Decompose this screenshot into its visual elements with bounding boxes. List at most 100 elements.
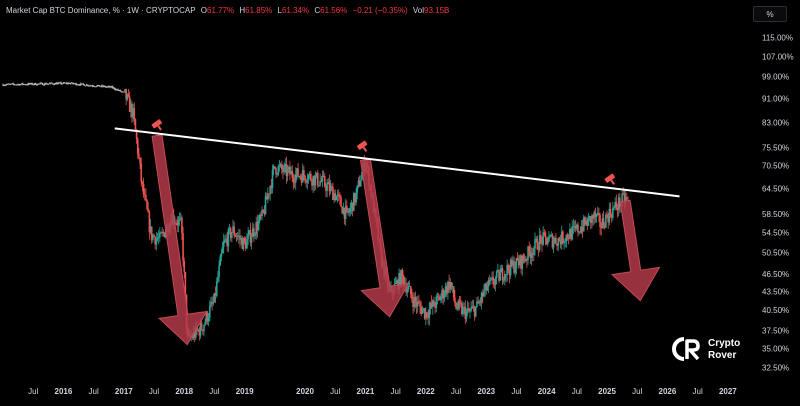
candle-body: [60, 82, 62, 84]
candle-body: [307, 175, 310, 181]
y-tick-label: 107.00%: [762, 52, 794, 61]
candle-body: [341, 206, 343, 214]
candle-body: [485, 283, 488, 291]
candle-body: [17, 84, 19, 85]
candle-body: [256, 221, 259, 230]
candle-body: [21, 83, 24, 85]
candle-body: [3, 85, 5, 87]
candle-body: [470, 308, 472, 311]
candle-body: [483, 290, 485, 297]
candle-body: [298, 176, 301, 177]
candle-body: [409, 286, 412, 295]
candle-body: [296, 168, 298, 174]
candle-body: [465, 310, 468, 319]
candle-body: [224, 239, 226, 242]
candle-body: [592, 215, 594, 219]
y-tick-label: 83.00%: [762, 119, 789, 128]
candle-body: [500, 268, 503, 273]
candle-body: [509, 259, 512, 276]
candle-body: [471, 306, 474, 309]
candle-body: [311, 180, 313, 186]
candle-body: [128, 96, 131, 112]
x-tick-label: Jul: [511, 387, 521, 396]
candle-body: [225, 238, 227, 240]
candle-body: [423, 308, 426, 319]
candle-body: [588, 216, 591, 217]
candle-body: [248, 230, 251, 235]
candle-body: [112, 87, 115, 89]
candle-body: [476, 301, 478, 307]
down-arrow: [151, 134, 208, 346]
candle-body: [277, 166, 280, 175]
candle-body: [601, 218, 604, 228]
candle-body: [551, 234, 554, 248]
scale-unit-button[interactable]: %: [753, 6, 787, 22]
candle-body: [149, 226, 152, 233]
candle-body: [599, 215, 601, 228]
candle-body: [459, 302, 462, 305]
candle-body: [625, 197, 628, 199]
candle-body: [178, 218, 181, 220]
candle-body: [399, 272, 402, 287]
candle-body: [132, 107, 134, 118]
candle-body: [304, 175, 306, 181]
candle-body: [622, 193, 625, 195]
candle-body: [98, 85, 101, 87]
candle-body: [402, 276, 405, 287]
candle-body: [602, 218, 605, 227]
candle-body: [73, 83, 75, 85]
candle-body: [213, 293, 216, 302]
candle-body: [510, 259, 513, 266]
candle-body: [493, 284, 496, 285]
candle-body: [71, 82, 74, 84]
candle-body: [68, 83, 71, 84]
candle-body: [16, 84, 18, 86]
candle-body: [313, 175, 316, 186]
candle-body: [450, 282, 453, 288]
candle-body: [469, 310, 471, 312]
candle-body: [519, 255, 521, 266]
low-value: 61.34%: [281, 6, 310, 15]
candle-body: [422, 308, 425, 310]
candle-body: [81, 83, 83, 85]
candle-body: [536, 238, 539, 250]
candle-body: [96, 85, 98, 87]
candle-body: [284, 164, 287, 166]
y-tick-label: 115.00%: [762, 33, 793, 42]
candle-body: [276, 174, 278, 175]
close-value: 61.56%: [320, 6, 348, 15]
candle-body: [270, 185, 273, 189]
x-tick-label: 2024: [538, 387, 556, 396]
marker-head: [356, 140, 368, 150]
candle-body: [212, 301, 215, 304]
candle-body: [197, 329, 199, 331]
candle-body: [41, 82, 44, 85]
candle-body: [497, 270, 499, 272]
candle-body: [623, 193, 626, 203]
candle-body: [78, 84, 81, 86]
candle-body: [515, 258, 518, 269]
candle-body: [504, 274, 506, 280]
candle-body: [126, 94, 129, 100]
candle-body: [581, 226, 584, 231]
candle-body: [560, 231, 563, 245]
candle-body: [621, 193, 623, 204]
candle-body: [567, 238, 570, 240]
candle-body: [508, 270, 511, 276]
candle-body: [538, 235, 541, 250]
candle-body: [416, 301, 419, 307]
candle-body: [583, 217, 585, 231]
candle-body: [318, 185, 320, 187]
candle-body: [262, 209, 265, 212]
candle-body: [13, 84, 16, 86]
y-tick-label: 35.00%: [762, 344, 789, 353]
candle-body: [584, 217, 586, 225]
candle-body: [421, 309, 424, 314]
rejection-marker: [356, 140, 368, 152]
candle-body: [427, 316, 429, 318]
candle-body: [598, 213, 600, 216]
candle-body: [334, 193, 337, 201]
candle-body: [447, 281, 449, 294]
candle-body: [9, 84, 11, 85]
